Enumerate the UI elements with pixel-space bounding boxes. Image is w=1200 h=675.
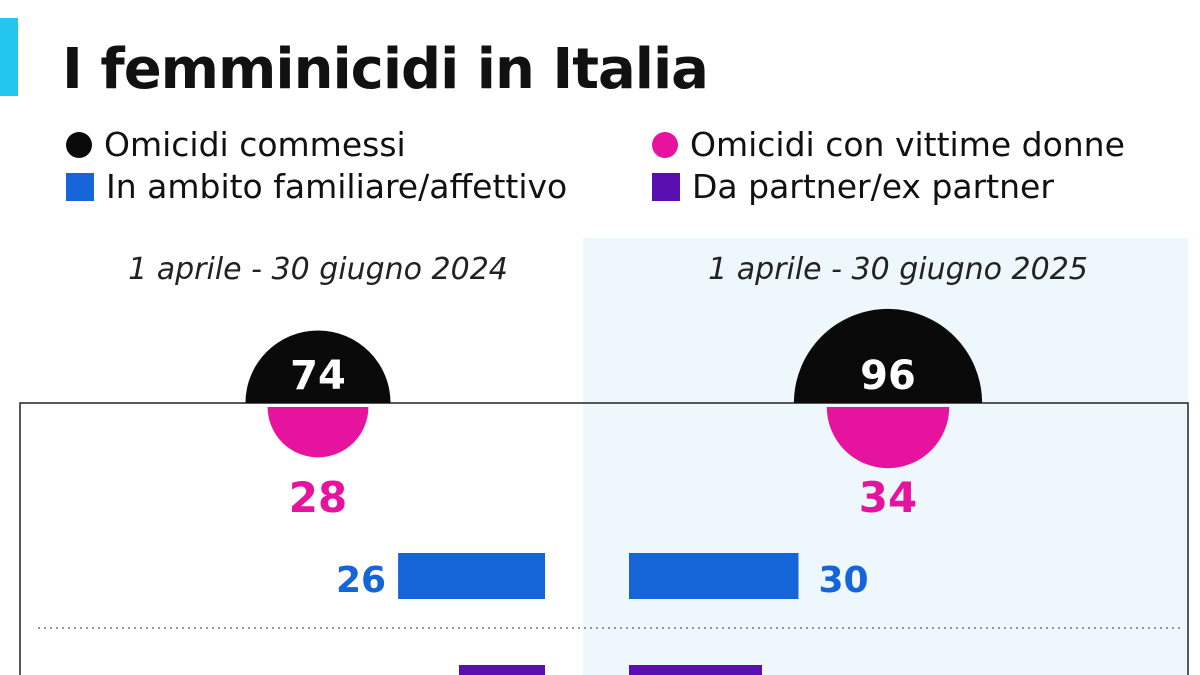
- legend-swatch-square: [652, 173, 680, 201]
- family-value-label-2025: 30: [819, 560, 869, 601]
- women-value-label-2024: 28: [289, 473, 347, 522]
- partner-bar-2025: [629, 665, 762, 675]
- legend-item-omicidi-commessi: Omicidi commessi: [66, 125, 406, 165]
- period-label-2024: 1 aprile - 30 giugno 2024: [128, 252, 508, 287]
- legend-swatch-circle: [66, 132, 92, 158]
- legend-item-partner: Da partner/ex partner: [652, 167, 1054, 207]
- chart-frame: [19, 402, 1189, 675]
- chart-title: I femminicidi in Italia: [62, 37, 709, 102]
- legend-label: In ambito familiare/affettivo: [106, 167, 568, 206]
- legend-swatch-circle: [652, 132, 678, 158]
- total-value-label-2025: 96: [860, 353, 916, 399]
- legend-swatch-square: [66, 173, 94, 201]
- legend-item-ambito-familiare: In ambito familiare/affettivo: [66, 167, 567, 207]
- family-value-label-2024: 26: [336, 560, 386, 601]
- women-value-label-2025: 34: [859, 473, 917, 522]
- family-bar-2024: [398, 553, 545, 599]
- legend-label: Da partner/ex partner: [692, 167, 1054, 206]
- legend-label: Omicidi con vittime donne: [690, 125, 1125, 164]
- title-accent-bar: [0, 18, 18, 96]
- total-halfdisc-2024: [245, 330, 391, 403]
- legend-item-vittime-donne: Omicidi con vittime donne: [652, 125, 1125, 165]
- women-halfdisc-2024: [267, 407, 369, 458]
- family-bar-2025: [629, 553, 799, 599]
- total-value-label-2024: 74: [290, 353, 346, 399]
- total-halfdisc-2025: [793, 308, 983, 403]
- partner-bar-2024: [459, 665, 545, 675]
- period-label-2025: 1 aprile - 30 giugno 2025: [708, 252, 1088, 287]
- legend-label: Omicidi commessi: [104, 125, 406, 164]
- women-halfdisc-2025: [826, 407, 950, 469]
